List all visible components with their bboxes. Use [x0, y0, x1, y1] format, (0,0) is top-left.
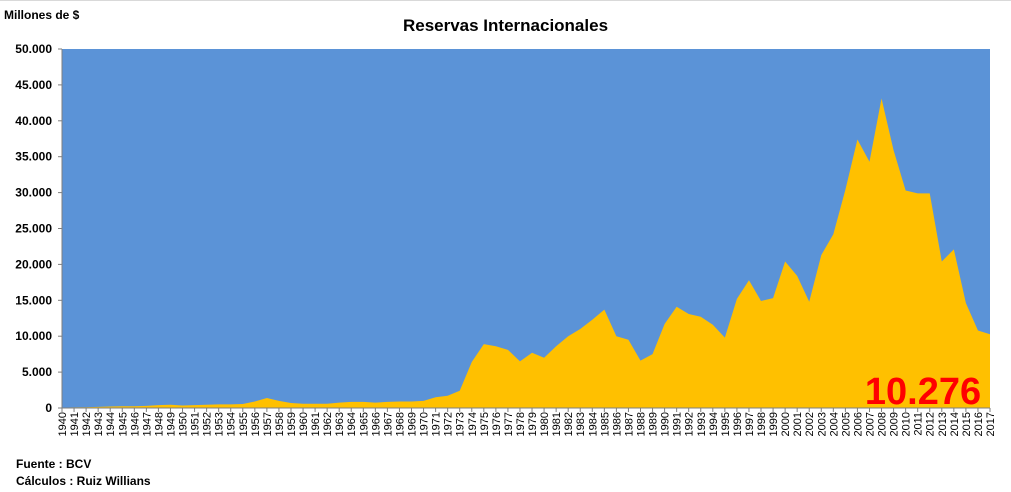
y-tick-label: 25.000	[15, 222, 52, 236]
x-tick-label: 1976	[491, 412, 503, 436]
x-tick-label: 1967	[382, 412, 394, 436]
x-tick-label: 1975	[479, 412, 491, 436]
x-tick-label: 1995	[720, 412, 732, 436]
x-tick-label: 1972	[443, 412, 455, 436]
x-tick-label: 1987	[623, 412, 635, 436]
x-tick-label: 1949	[165, 412, 177, 436]
x-tick-label: 1992	[684, 412, 696, 436]
x-tick-label: 2001	[792, 412, 804, 436]
x-tick-label: 1943	[93, 412, 105, 436]
x-tick-label: 2003	[816, 412, 828, 436]
x-tick-label: 1962	[322, 412, 334, 436]
x-tick-label: 1953	[214, 412, 226, 436]
x-tick-label: 1961	[310, 412, 322, 436]
x-tick-label: 1952	[202, 412, 214, 436]
x-tick-label: 1944	[105, 412, 117, 436]
x-tick-label: 1973	[455, 412, 467, 436]
x-tick-label: 1990	[660, 412, 672, 436]
x-tick-label: 1982	[563, 412, 575, 436]
x-tick-label: 1994	[708, 412, 720, 436]
x-tick-label: 1955	[238, 412, 250, 436]
x-tick-label: 1963	[334, 412, 346, 436]
reserves-area	[62, 98, 990, 408]
x-tick-label: 1991	[672, 412, 684, 436]
x-tick-label: 1985	[599, 412, 611, 436]
x-tick-label: 1993	[696, 412, 708, 436]
top-rule	[0, 0, 1011, 1]
x-tick-label: 2015	[961, 412, 973, 436]
x-tick-label: 1964	[346, 412, 358, 436]
x-tick-label: 2011	[913, 412, 925, 436]
x-tick-label: 1997	[744, 412, 756, 436]
x-tick-label: 1971	[431, 412, 443, 436]
x-tick-label: 1965	[358, 412, 370, 436]
x-tick-label: 1942	[81, 412, 93, 436]
x-tick-label: 2002	[804, 412, 816, 436]
x-tick-label: 1960	[298, 412, 310, 436]
x-tick-label: 1979	[527, 412, 539, 436]
x-tick-label: 1966	[370, 412, 382, 436]
x-tick-label: 2010	[901, 412, 913, 436]
x-tick-label: 2000	[780, 412, 792, 436]
y-tick-label: 15.000	[15, 293, 52, 307]
x-tick-label: 2007	[864, 412, 876, 436]
x-tick-label: 1950	[178, 412, 190, 436]
x-tick-label: 1974	[467, 412, 479, 436]
x-tick-label: 2012	[925, 412, 937, 436]
y-tick-label: 50.000	[15, 42, 52, 56]
x-tick-label: 2006	[852, 412, 864, 436]
x-tick-label: 1998	[756, 412, 768, 436]
calculation-note: Cálculos : Ruiz Willians	[16, 474, 151, 488]
x-tick-label: 2013	[937, 412, 949, 436]
y-tick-label: 0	[45, 401, 52, 415]
x-tick-label: 1986	[611, 412, 623, 436]
x-tick-label: 2016	[973, 412, 985, 436]
x-tick-label: 1989	[648, 412, 660, 436]
y-tick-label: 35.000	[15, 150, 52, 164]
chart-title: Reservas Internacionales	[402, 16, 609, 35]
x-tick-label: 1956	[250, 412, 262, 436]
x-tick-label: 1968	[394, 412, 406, 436]
y-tick-label: 10.000	[15, 329, 52, 343]
x-tick-label: 1941	[69, 412, 81, 436]
y-tick-label: 20.000	[15, 257, 52, 271]
x-tick-label: 1981	[551, 412, 563, 436]
x-tick-label: 1958	[274, 412, 286, 436]
x-tick-label: 1969	[407, 412, 419, 436]
x-tick-label: 1980	[539, 412, 551, 436]
x-tick-label: 1977	[503, 412, 515, 436]
x-tick-label: 2014	[949, 412, 961, 436]
x-tick-label: 2004	[828, 412, 840, 436]
y-tick-label: 30.000	[15, 186, 52, 200]
x-tick-label: 2008	[877, 412, 889, 436]
x-tick-label: 1959	[286, 412, 298, 436]
x-tick-label: 1999	[768, 412, 780, 436]
x-tick-label: 1984	[587, 412, 599, 436]
x-tick-label: 1946	[129, 412, 141, 436]
x-tick-label: 1957	[262, 412, 274, 436]
y-axis-label: Millones de $	[4, 8, 80, 22]
x-tick-label: 1954	[226, 412, 238, 436]
x-tick-label: 1948	[153, 412, 165, 436]
source-note: Fuente : BCV	[16, 457, 92, 471]
x-tick-label: 1951	[190, 412, 202, 436]
x-tick-label: 1940	[57, 412, 69, 436]
y-tick-label: 45.000	[15, 78, 52, 92]
y-tick-label: 40.000	[15, 114, 52, 128]
x-tick-label: 1983	[575, 412, 587, 436]
x-tick-label: 1996	[732, 412, 744, 436]
last-value-annotation: 10.276	[865, 371, 981, 413]
x-tick-label: 1988	[635, 412, 647, 436]
x-tick-label: 2005	[840, 412, 852, 436]
x-tick-label: 2009	[889, 412, 901, 436]
x-tick-label: 1947	[141, 412, 153, 436]
y-tick-label: 5.000	[22, 365, 52, 379]
x-tick-label: 1945	[117, 412, 129, 436]
x-tick-label: 1978	[515, 412, 527, 436]
x-tick-label: 2017	[985, 412, 997, 436]
x-tick-label: 1970	[419, 412, 431, 436]
